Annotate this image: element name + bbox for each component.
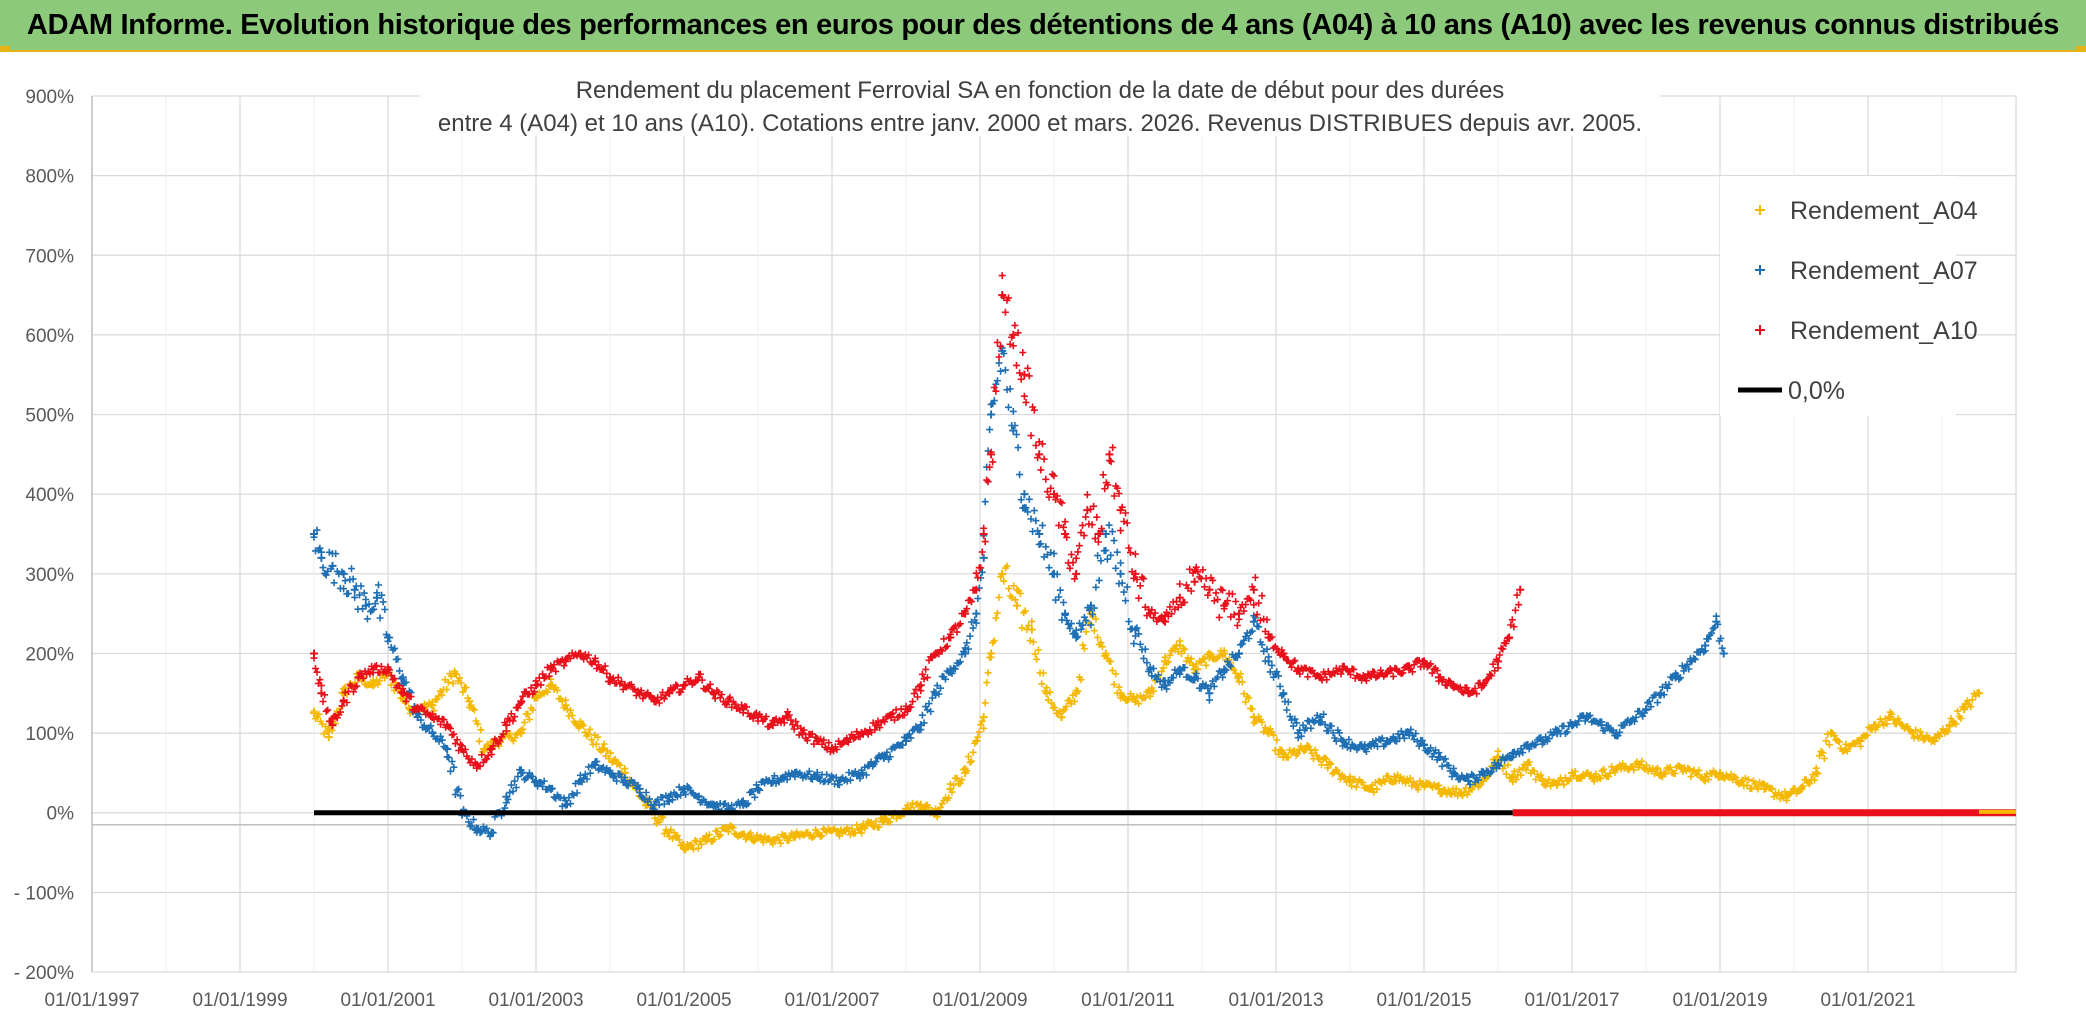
header-banner: ADAM Informe. Evolution historique des p… — [0, 0, 2086, 52]
chart-title-line1: Rendement du placement Ferrovial SA en f… — [576, 77, 1505, 104]
data-point — [1072, 633, 1081, 642]
y-tick-label: 0% — [47, 804, 75, 825]
y-tick-label: 500% — [25, 406, 74, 427]
x-tick-label: 01/01/2003 — [488, 990, 583, 1011]
y-tick-label: 400% — [25, 485, 74, 506]
y-tick-label: 600% — [25, 326, 74, 347]
legend-label: Rendement_A10 — [1790, 317, 1978, 345]
series-layer — [310, 272, 2016, 854]
legend-label: 0,0% — [1788, 377, 1845, 405]
series-Rendement_A10 — [310, 272, 1525, 772]
legend-label: Rendement_A04 — [1790, 197, 1978, 225]
x-tick-label: 01/01/2013 — [1228, 990, 1323, 1011]
legend-plus-swatch — [1755, 325, 1765, 335]
data-point — [1116, 569, 1125, 578]
x-tick-label: 01/01/2015 — [1376, 990, 1471, 1011]
y-tick-label: 200% — [25, 644, 74, 665]
data-point — [1020, 490, 1029, 499]
header-title: ADAM Informe. Evolution historique des p… — [26, 8, 2060, 41]
data-point — [979, 553, 988, 562]
chart-svg: 900% 800% 700% 600% 500% 400% 300% 200% 100% 0% - … — [14, 66, 2017, 1011]
data-point — [1719, 649, 1728, 658]
y-tick-label: - 200% — [14, 963, 74, 984]
legend-plus-swatch — [1755, 265, 1765, 275]
chart-area: 900% 800% 700% 600% 500% 400% 300% 200% 100% 0% - … — [0, 52, 2086, 1031]
x-tick-label: 01/01/1999 — [192, 990, 287, 1011]
y-tick-label: - 100% — [14, 883, 74, 904]
data-point — [1013, 601, 1021, 610]
x-tick-label: 01/01/2019 — [1672, 990, 1767, 1011]
y-tick-label: 900% — [25, 87, 74, 108]
legend-label: Rendement_A07 — [1790, 257, 1978, 285]
legend-background — [1720, 176, 1956, 416]
data-point — [1190, 577, 1199, 586]
data-point — [987, 410, 996, 419]
chart-title-line2: entre 4 (A04) et 10 ans (A10). Cotations… — [438, 110, 1642, 137]
series-markers — [310, 272, 1523, 772]
y-tick-label: 300% — [25, 565, 74, 586]
chart-title-block: Rendement du placement Ferrovial SA en f… — [420, 66, 1660, 137]
x-tick-label: 01/01/2021 — [1820, 990, 1915, 1011]
x-tick-label: 01/01/2017 — [1524, 990, 1619, 1011]
data-point — [1205, 689, 1214, 698]
data-point — [1072, 569, 1081, 578]
y-tick-label: 100% — [25, 724, 74, 745]
chart-title-background — [420, 66, 1660, 136]
legend: Rendement_A04 Rendement_A07 Rendement_A10 0… — [1720, 176, 1978, 416]
data-point — [1516, 585, 1525, 594]
axis-layer: 900% 800% 700% 600% 500% 400% 300% 200% 100% 0% - … — [14, 87, 2016, 1011]
series-Rendement_A04 — [310, 562, 1983, 854]
data-point — [1020, 370, 1029, 379]
data-point — [350, 585, 359, 594]
x-tick-label: 01/01/2007 — [784, 990, 879, 1011]
x-tick-label: 01/01/2009 — [932, 990, 1027, 1011]
data-point — [1175, 593, 1184, 602]
x-tick-label: 01/01/2001 — [340, 990, 435, 1011]
data-point — [398, 673, 407, 682]
data-point — [972, 609, 981, 618]
series-Rendement_A07 — [310, 344, 1728, 840]
legend-plus-swatch — [1755, 205, 1765, 215]
corner-accent-left — [0, 46, 10, 52]
data-point — [328, 721, 337, 730]
x-tick-label: 01/01/1997 — [44, 990, 139, 1011]
y-tick-label: 800% — [25, 167, 74, 188]
series-markers — [310, 344, 1726, 840]
data-point — [979, 713, 988, 722]
x-tick-label: 01/01/2011 — [1081, 990, 1175, 1011]
y-tick-label: 700% — [25, 246, 74, 267]
data-point — [324, 733, 333, 742]
x-tick-label: 01/01/2005 — [636, 990, 731, 1011]
corner-accent-right — [2076, 46, 2086, 52]
data-point — [1009, 426, 1018, 435]
